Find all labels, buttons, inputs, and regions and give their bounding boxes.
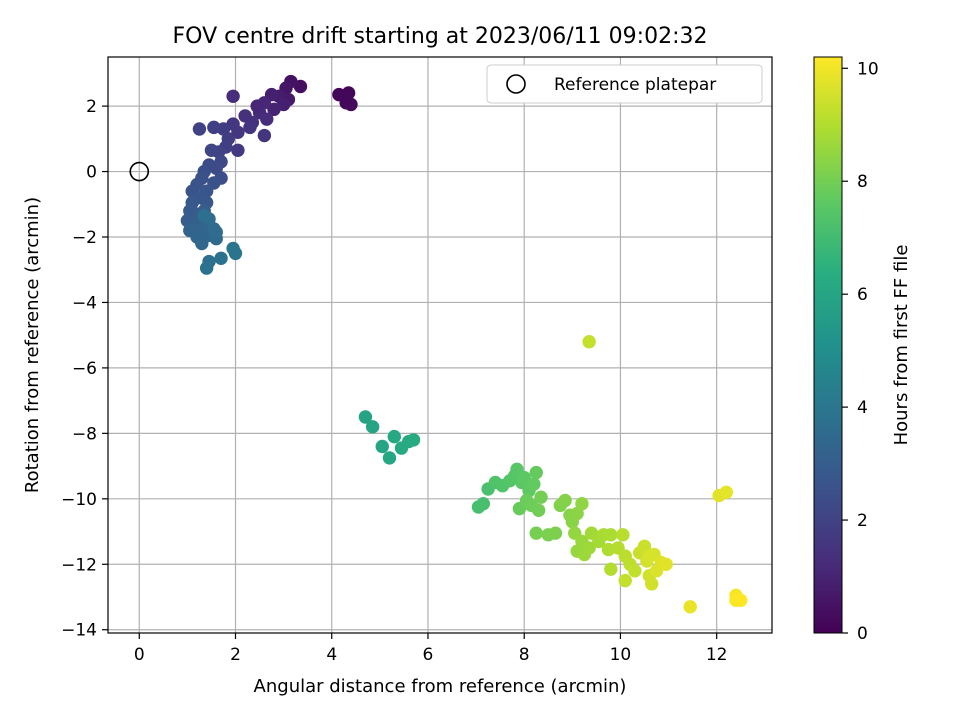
x-tick-label: 0 xyxy=(134,645,145,665)
data-point xyxy=(719,485,733,499)
data-point xyxy=(618,573,632,588)
colorbar-tick-label: 4 xyxy=(857,398,868,418)
data-point xyxy=(517,470,531,485)
y-tick-label: −10 xyxy=(61,490,97,510)
grid xyxy=(108,57,772,633)
legend-label: Reference platepar xyxy=(554,75,716,95)
data-point xyxy=(358,410,373,424)
y-tick-label: 2 xyxy=(86,97,97,117)
data-point xyxy=(659,557,673,571)
y-tick-label: −8 xyxy=(72,424,97,444)
colorbar-label: Hours from first FF file xyxy=(891,245,912,446)
data-point xyxy=(192,122,207,136)
data-point xyxy=(575,497,589,511)
y-tick-label: −14 xyxy=(61,621,97,641)
data-point xyxy=(250,99,264,113)
colorbar-tick-label: 10 xyxy=(857,59,879,79)
data-point xyxy=(382,451,397,465)
legend-box xyxy=(486,64,763,104)
data-point xyxy=(365,420,380,434)
colorbar: 0 2 4 6 8 10 Hours from first FF file xyxy=(813,56,912,644)
reference-marker xyxy=(129,161,150,182)
data-point xyxy=(231,143,245,157)
data-point xyxy=(226,89,240,103)
data-point xyxy=(734,593,748,607)
data-point xyxy=(260,112,274,126)
x-tick-label: 2 xyxy=(230,645,241,665)
data-point xyxy=(207,120,221,135)
x-tick-label: 6 xyxy=(423,645,434,665)
data-point xyxy=(243,120,257,135)
data-point xyxy=(642,549,657,563)
data-point xyxy=(267,102,281,117)
data-point xyxy=(582,541,596,555)
x-axis-label: Angular distance from reference (arcmin) xyxy=(254,676,627,697)
data-points xyxy=(180,74,748,614)
data-point xyxy=(204,143,219,157)
y-axis: −14 −12 −10 −8 −6 −4 −2 0 2 xyxy=(61,97,108,641)
data-point xyxy=(628,564,642,578)
data-point xyxy=(339,91,353,105)
x-tick-label: 10 xyxy=(610,645,632,665)
y-tick-label: 0 xyxy=(86,163,97,183)
chart-title: FOV centre drift starting at 2023/06/11 … xyxy=(173,24,708,49)
x-tick-label: 8 xyxy=(519,645,530,665)
data-point xyxy=(375,439,389,454)
colorbar-tick-label: 6 xyxy=(857,285,868,305)
y-tick-label: −12 xyxy=(61,555,97,575)
data-point xyxy=(548,526,563,540)
data-point xyxy=(529,465,543,480)
colorbar-tick-label: 8 xyxy=(857,172,868,192)
y-tick-label: −4 xyxy=(72,293,97,313)
data-point xyxy=(683,600,697,614)
data-point xyxy=(531,503,546,517)
data-point xyxy=(558,493,572,508)
y-axis-label: Rotation from reference (arcmin) xyxy=(22,197,43,493)
data-point xyxy=(645,577,659,591)
data-point xyxy=(406,433,421,447)
data-point xyxy=(238,109,252,123)
legend: Reference platepar xyxy=(486,64,763,104)
data-point xyxy=(582,335,596,349)
data-point xyxy=(529,526,543,540)
colorbar-tick-label: 2 xyxy=(857,511,868,531)
data-point xyxy=(534,490,548,504)
data-point xyxy=(257,128,272,143)
data-point xyxy=(604,562,618,576)
x-tick-label: 4 xyxy=(326,645,337,665)
data-point xyxy=(527,477,541,491)
data-point xyxy=(616,528,630,542)
legend-marker xyxy=(506,74,526,94)
x-axis: 0 2 4 6 8 10 12 xyxy=(134,633,728,665)
data-point xyxy=(476,497,491,511)
y-tick-label: −2 xyxy=(72,228,97,248)
plot-frame xyxy=(107,56,773,634)
colorbar-gradient xyxy=(813,56,843,634)
data-point xyxy=(197,209,211,223)
data-point xyxy=(214,251,228,265)
data-point xyxy=(387,429,401,444)
y-tick-label: −6 xyxy=(72,359,97,379)
data-point xyxy=(199,261,214,275)
x-tick-label: 12 xyxy=(706,645,728,665)
data-point xyxy=(209,225,223,239)
colorbar-tick-label: 0 xyxy=(857,624,868,644)
data-point xyxy=(228,246,243,261)
data-point xyxy=(604,528,618,542)
